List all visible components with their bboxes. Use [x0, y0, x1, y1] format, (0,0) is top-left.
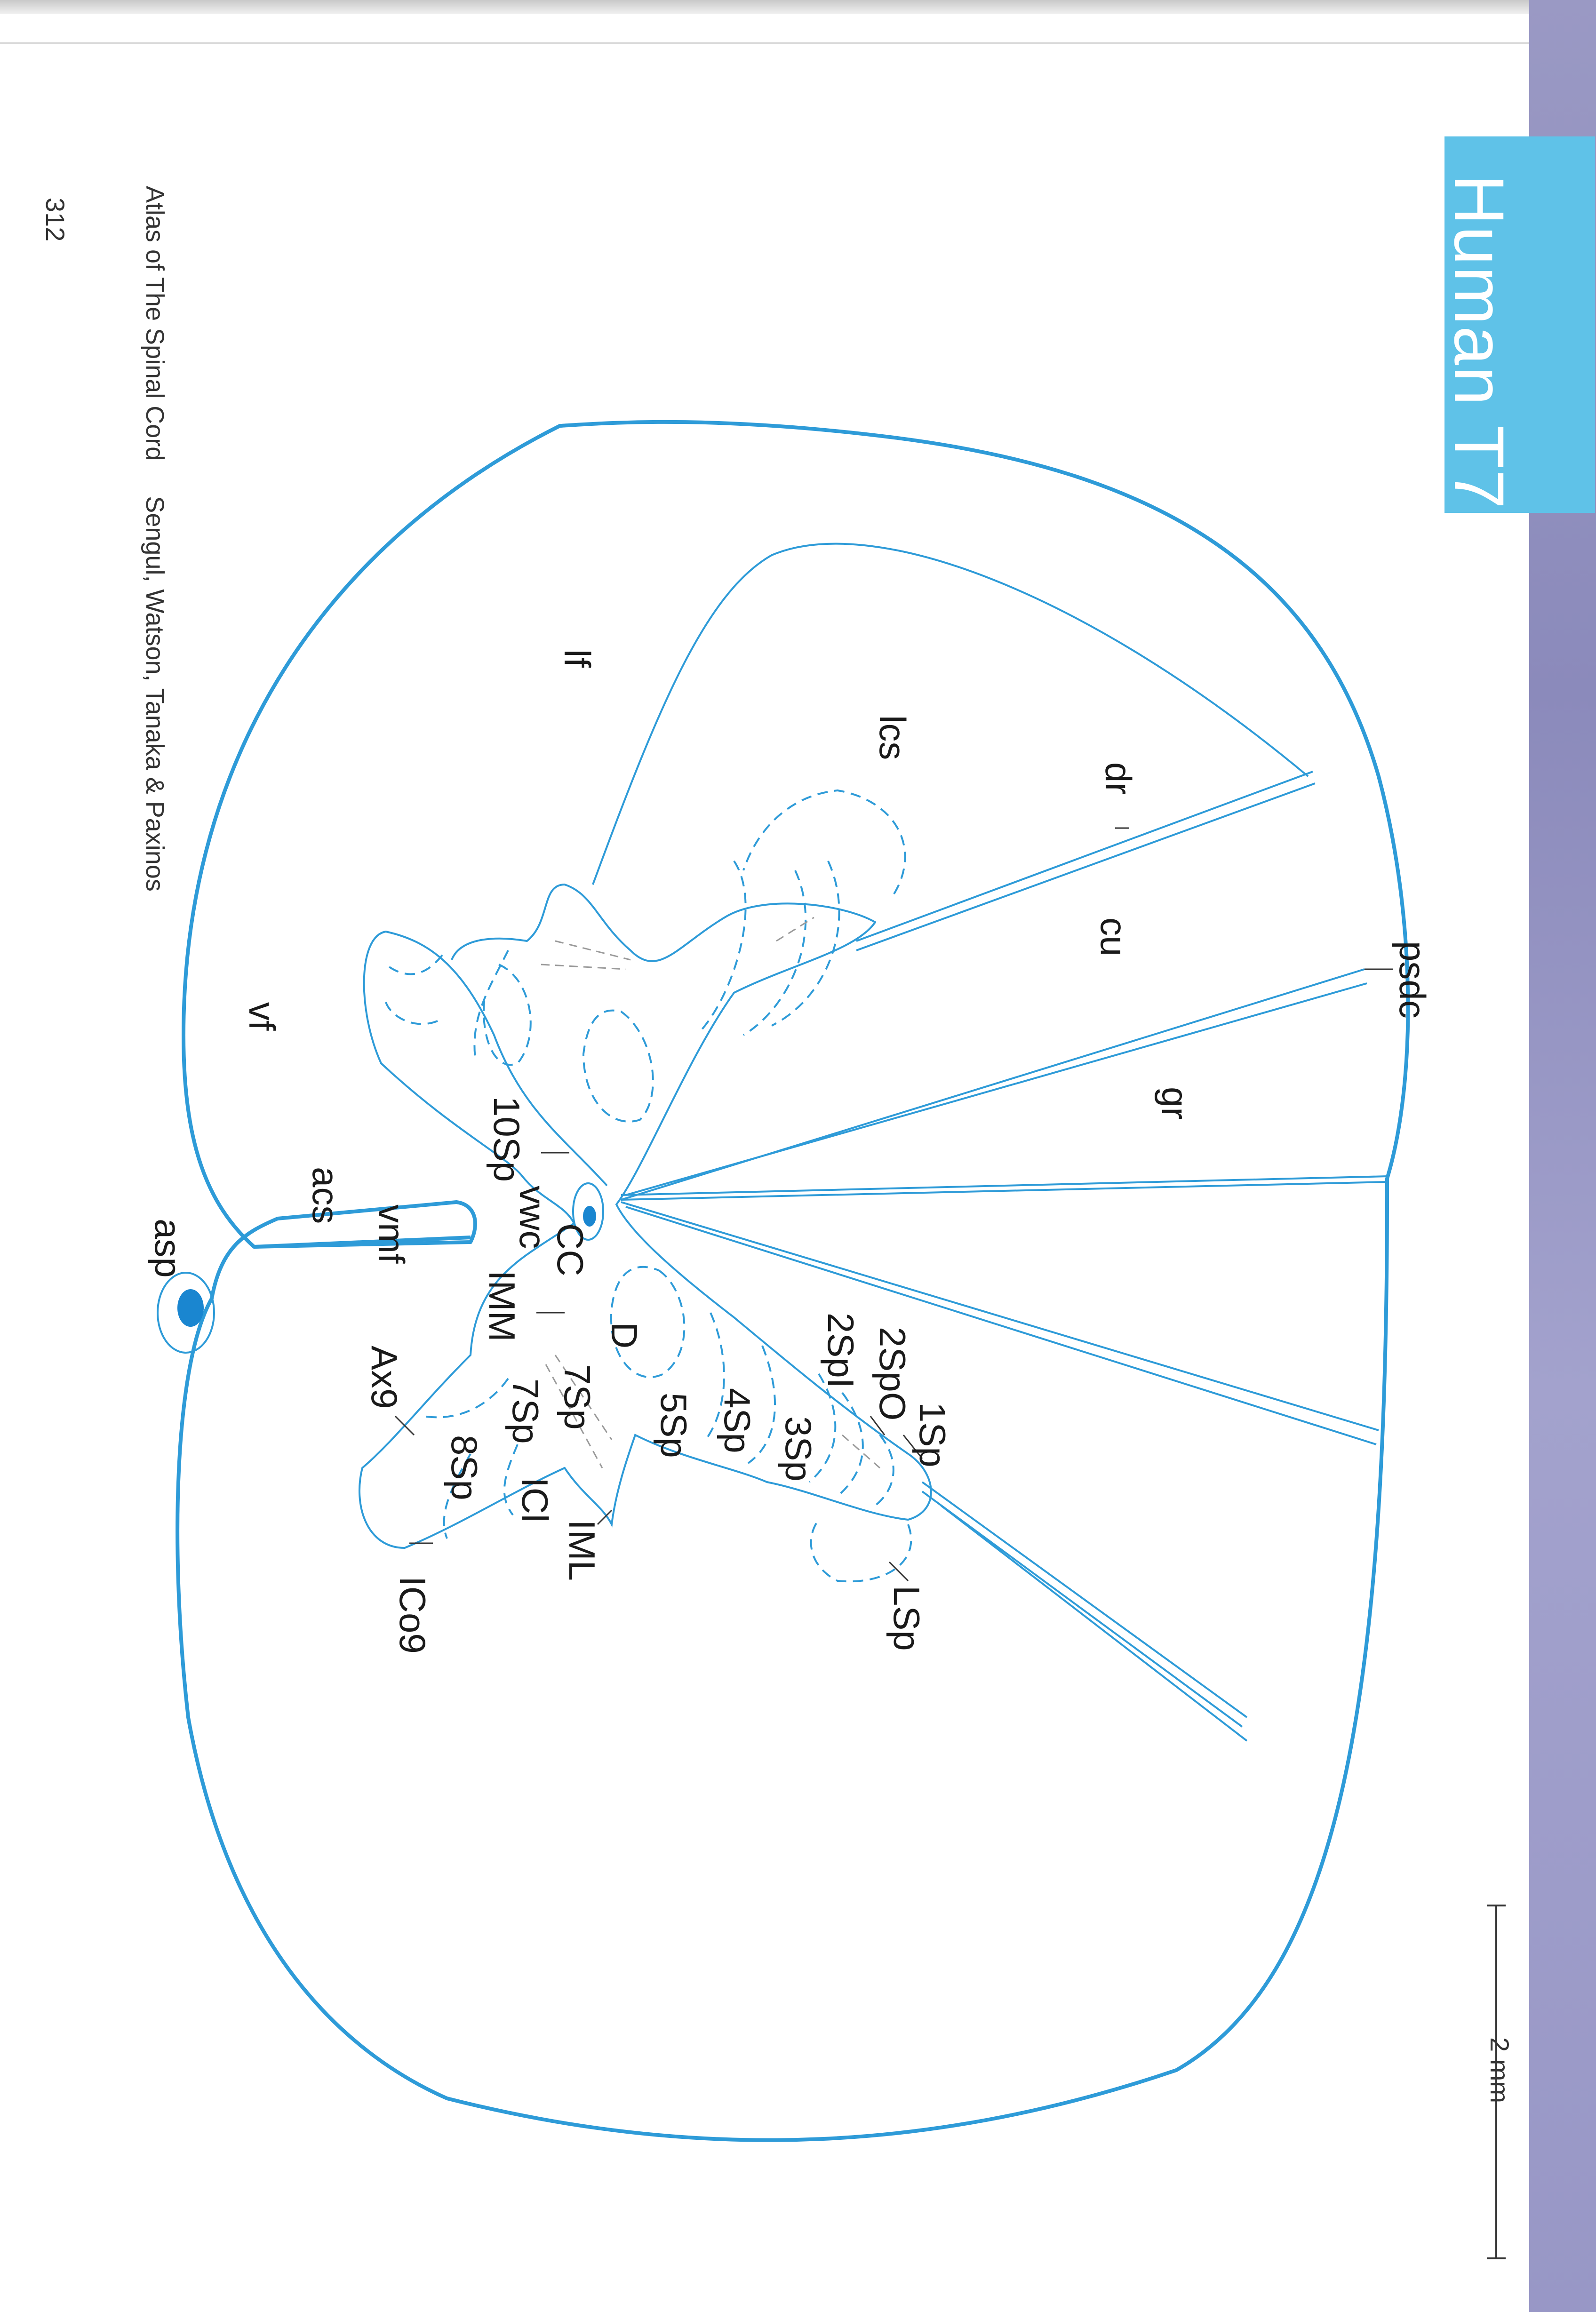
label-CC: CC — [550, 1223, 591, 1276]
label-vwc: vwc — [512, 1186, 553, 1249]
left-dr-line — [856, 771, 1313, 942]
left-lcs-boundary — [592, 542, 1309, 885]
label-1Sp: 1Sp — [912, 1402, 953, 1467]
label-cu: cu — [1093, 917, 1134, 956]
sp2o-leader — [870, 1416, 886, 1435]
label-3Sp: 3Sp — [778, 1416, 819, 1482]
cord-outline — [176, 420, 1410, 2142]
right-lamina-a — [705, 1312, 725, 1441]
label-acs: acs — [305, 1167, 346, 1224]
label-IML: IML — [561, 1520, 603, 1581]
label-vmf: vmf — [371, 1204, 412, 1264]
right-dr-line — [921, 1481, 1248, 1718]
label-ICl: ICl — [514, 1477, 556, 1522]
scale-bar-label: 2 mm — [1485, 2037, 1515, 2103]
label-8Sp: 8Sp — [444, 1435, 485, 1500]
LSp-leader — [888, 1561, 909, 1582]
left-grey-dash-2 — [541, 964, 626, 970]
sp1-leader — [902, 1435, 923, 1459]
right-ventral-c — [503, 1444, 519, 1516]
page-top-rule — [0, 42, 1529, 44]
left-lamina-a — [582, 1009, 654, 1123]
right-ventral-a — [423, 1378, 509, 1419]
anterior-fissure — [254, 1236, 471, 1249]
left-grey-dash-3 — [776, 917, 814, 942]
left-dr-line-2 — [856, 782, 1316, 951]
label-10Sp: 10Sp — [486, 1096, 527, 1182]
right-psdc-line-2 — [625, 1206, 1377, 1445]
label-psdc: psdc — [1392, 941, 1433, 1019]
label-IMM: IMM — [481, 1270, 523, 1342]
IML-leader — [597, 1509, 613, 1525]
right-dr-line-2 — [921, 1491, 1243, 1728]
dorsal-septum-inner — [621, 1181, 1389, 1201]
label-vf: vf — [241, 1002, 283, 1031]
central-canal-dot — [583, 1206, 596, 1227]
label-gr: gr — [1154, 1087, 1196, 1119]
label-lf: lf — [557, 649, 598, 668]
central-canal-ring — [572, 1182, 604, 1241]
label-Ax9: Ax9 — [364, 1346, 405, 1409]
label-5Sp: 5Sp — [653, 1393, 694, 1458]
label-D: D — [604, 1322, 645, 1348]
left-lamina-c — [700, 860, 747, 1031]
right-lamina-e — [874, 1434, 894, 1507]
right-ventral-b — [443, 1453, 471, 1539]
left-psdc-line-2 — [625, 982, 1367, 1196]
scan-top-edge — [0, 0, 1596, 14]
right-grey-dash-2 — [554, 1355, 613, 1440]
left-lamina-e — [771, 861, 840, 1027]
left-ventral-a — [473, 950, 509, 1059]
left-lamina-b — [483, 964, 532, 1066]
lamina-d-boundary — [610, 1266, 686, 1378]
label-lcs: lcs — [872, 715, 913, 760]
left-lamina-d — [742, 870, 807, 1036]
section-tab — [1444, 136, 1595, 513]
left-lamina-f — [742, 789, 906, 895]
right-psdc-line — [621, 1201, 1379, 1431]
right-lamina-f — [810, 1519, 912, 1583]
label-2SpO: 2SpO — [872, 1327, 913, 1420]
asp-dot — [177, 1289, 204, 1327]
label-7Sp-lower: 7Sp — [505, 1379, 546, 1444]
label-asp: asp — [147, 1219, 189, 1278]
right-lamina-c — [808, 1373, 837, 1483]
label-dr: dr — [1098, 762, 1139, 795]
label-2SpI: 2SpI — [820, 1313, 862, 1388]
right-root-line — [940, 1505, 1248, 1742]
left-ventral-c — [385, 1002, 438, 1025]
label-7Sp-upper: 7Sp — [557, 1364, 598, 1430]
right-lamina-d — [837, 1392, 864, 1497]
right-grey-dash-1 — [545, 1364, 603, 1468]
right-grey-dash-3 — [842, 1434, 880, 1469]
left-grey-dash-1 — [555, 940, 631, 961]
Ax9-leader — [394, 1415, 415, 1436]
label-4Sp: 4Sp — [717, 1388, 758, 1453]
asp-ring — [157, 1272, 215, 1354]
right-lamina-b — [747, 1345, 776, 1464]
dorsal-septum — [621, 1175, 1389, 1196]
label-ICo9: ICo9 — [392, 1576, 433, 1654]
label-LSp: LSp — [886, 1586, 927, 1651]
left-ventral-b — [385, 954, 443, 975]
grey-matter — [359, 883, 932, 1549]
